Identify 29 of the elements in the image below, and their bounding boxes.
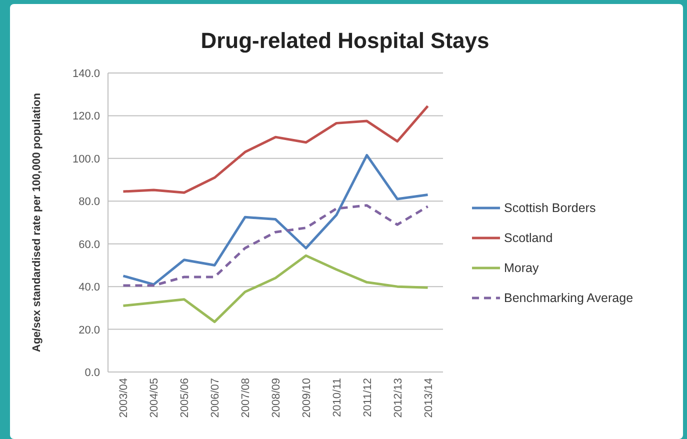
y-tick-label: 60.0 <box>78 238 100 251</box>
legend-label: Benchmarking Average <box>504 291 634 305</box>
x-tick-label: 2012/13 <box>392 378 404 418</box>
x-tick-label: 2006/07 <box>210 378 222 418</box>
legend-label: Scottish Borders <box>504 201 596 215</box>
x-tick-label: 2008/09 <box>270 378 282 418</box>
line-series <box>122 254 430 324</box>
legend-label: Scotland <box>504 231 553 245</box>
y-tick-label: 120.0 <box>72 110 100 123</box>
x-tick-label: 2004/05 <box>148 378 161 418</box>
x-tick-label: 2011/12 <box>362 378 374 417</box>
y-tick-label: 0.0 <box>84 367 100 379</box>
x-tick-label: 2005/06 <box>179 378 192 418</box>
x-tick-label: 2013/14 <box>422 378 435 418</box>
chart-title: Drug-related Hospital Stays <box>200 28 490 53</box>
y-axis-title: Age/sex standardised rate per 100,000 population <box>31 92 43 352</box>
line-series <box>122 154 430 286</box>
y-tick-label: 100.0 <box>72 153 100 166</box>
x-tick-label: 2007/08 <box>240 378 252 418</box>
y-tick-label: 140.0 <box>72 68 100 80</box>
line-series <box>122 204 430 287</box>
x-tick-label: 2010/11 <box>331 378 344 417</box>
y-tick-label: 20.0 <box>78 324 100 336</box>
x-tick-label: 2009/10 <box>300 378 313 418</box>
y-tick-label: 40.0 <box>78 282 100 294</box>
legend-label: Moray <box>504 261 540 275</box>
y-tick-label: 80.0 <box>78 196 100 208</box>
line-series <box>122 104 430 194</box>
x-tick-label: 2003/04 <box>118 378 130 418</box>
